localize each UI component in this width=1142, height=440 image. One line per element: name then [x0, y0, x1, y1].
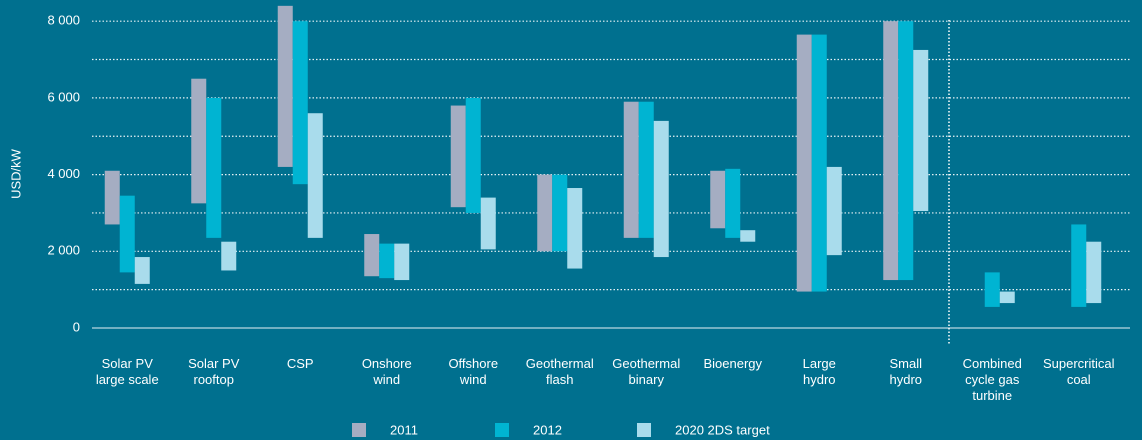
bar	[984, 272, 1000, 307]
bar	[811, 34, 827, 292]
bar	[119, 195, 135, 273]
bar	[710, 170, 726, 229]
bar	[898, 21, 914, 281]
y-tick-label: 6 000	[47, 89, 80, 104]
x-tick-label: Combined cycle gas turbine	[962, 356, 1022, 403]
legend-label: 2012	[533, 422, 562, 437]
bar	[999, 291, 1015, 304]
bar	[1071, 224, 1087, 307]
legend-swatch	[352, 423, 366, 437]
y-tick-label: 8 000	[47, 13, 80, 28]
legend-swatch	[495, 423, 509, 437]
bar	[277, 5, 293, 167]
bar	[465, 97, 481, 213]
x-tick-label: Solar PV large scale	[95, 356, 159, 387]
legend-label: 2011	[390, 422, 418, 437]
bar	[292, 21, 308, 185]
x-tick-label: Geothermal binary	[612, 356, 681, 387]
bar	[567, 188, 583, 269]
bar	[450, 105, 466, 208]
bar	[364, 234, 380, 277]
y-tick-label: 2 000	[47, 243, 80, 258]
bar	[653, 120, 669, 258]
bar	[537, 174, 553, 252]
y-tick-label: 4 000	[47, 166, 80, 181]
bar	[379, 243, 395, 279]
bar	[796, 34, 812, 292]
bar	[134, 257, 150, 284]
bar	[394, 243, 410, 281]
y-axis-label: USD/kW	[8, 148, 23, 199]
bar	[913, 49, 929, 212]
x-tick-label: Offshore wind	[448, 356, 499, 387]
bar	[623, 101, 639, 238]
bar	[740, 230, 756, 242]
legend-label: 2020 2DS target	[675, 422, 770, 437]
x-tick-label: Geothermal flash	[525, 356, 594, 387]
x-tick-label: Supercritical coal	[1042, 356, 1115, 387]
x-tick-label: Onshore wind	[361, 356, 412, 387]
bar	[552, 174, 568, 252]
bar	[638, 101, 654, 238]
x-tick-label: Solar PV rooftop	[188, 356, 240, 387]
bar	[883, 21, 899, 281]
legend-swatch	[637, 423, 651, 437]
y-tick-label: 0	[73, 319, 80, 334]
bar	[307, 113, 323, 238]
x-tick-label: CSP	[286, 356, 314, 371]
x-tick-label: Small hydro	[889, 356, 923, 387]
bar	[221, 241, 237, 271]
bar	[480, 197, 496, 250]
bar	[826, 166, 842, 256]
x-tick-label: Large hydro	[802, 356, 836, 387]
bar	[191, 78, 207, 204]
bar	[1086, 241, 1102, 304]
x-tick-label: Bioenergy	[703, 356, 763, 371]
bar	[104, 170, 120, 225]
bar	[725, 168, 741, 238]
bar	[206, 97, 222, 238]
